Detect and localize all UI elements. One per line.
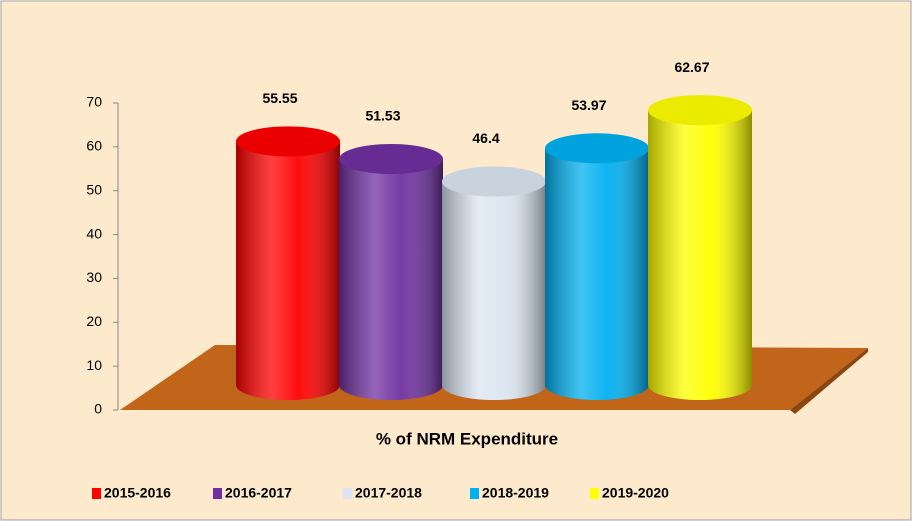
floor-edge (790, 348, 868, 414)
cylinder-shade (339, 159, 443, 400)
cylinder-top (648, 95, 752, 126)
y-tick-label: 0 (94, 401, 102, 417)
legend-label: 2019-2020 (602, 485, 669, 501)
cylinder-top (236, 126, 340, 157)
cylinder-shade (236, 141, 340, 400)
data-label: 46.4 (472, 130, 499, 146)
y-tick-label: 40 (86, 225, 102, 241)
legend-label: 2017-2018 (355, 485, 422, 501)
data-label: 51.53 (365, 108, 400, 124)
legend-swatch (343, 488, 352, 499)
legend-swatch (213, 488, 222, 499)
y-tick-label: 20 (86, 313, 102, 329)
y-tick-label: 70 (86, 94, 102, 110)
cylinder-top-shade (236, 126, 340, 157)
cylinder-shade (442, 181, 546, 400)
cylinder-shade (545, 148, 649, 400)
legend-swatch (470, 488, 479, 499)
cylinder-top (339, 144, 443, 175)
cylinder-top-shade (648, 95, 752, 126)
data-label: 53.97 (571, 97, 606, 113)
data-label: 55.55 (262, 90, 297, 106)
cylinder-top (442, 166, 546, 197)
y-tick-label: 50 (86, 181, 102, 197)
y-tick-label: 60 (86, 138, 102, 154)
cylinder-top-shade (339, 144, 443, 175)
x-category-label: % of NRM Expenditure (376, 429, 558, 448)
cylinder-shade (648, 110, 752, 401)
legend-swatch (590, 488, 599, 499)
y-tick-label: 10 (86, 357, 102, 373)
cylinder-top-shade (442, 166, 546, 197)
y-tick-label: 30 (86, 269, 102, 285)
legend-label: 2016-2017 (225, 485, 292, 501)
legend-label: 2015-2016 (104, 485, 171, 501)
cylinder-top (545, 133, 649, 164)
legend-swatch (92, 488, 101, 499)
legend-label: 2018-2019 (482, 485, 549, 501)
data-label: 62.67 (674, 59, 709, 75)
cylinder-top-shade (545, 133, 649, 164)
